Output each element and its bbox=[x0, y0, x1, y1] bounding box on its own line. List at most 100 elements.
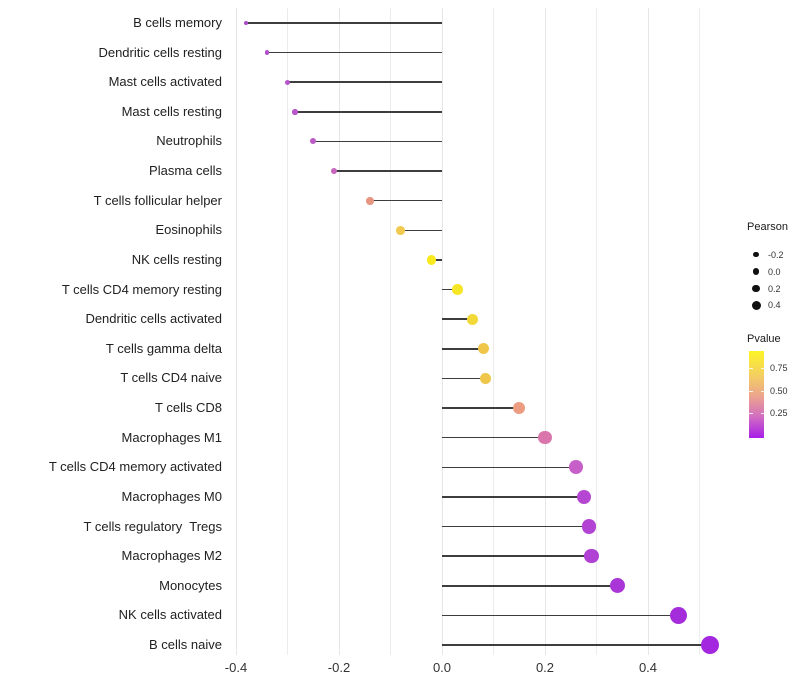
pvalue-legend-title: Pvalue bbox=[747, 333, 781, 345]
colorbar-tick bbox=[749, 368, 753, 370]
pearson-legend-dot bbox=[753, 252, 759, 258]
row-label: T cells gamma delta bbox=[105, 340, 222, 356]
row-label: Monocytes bbox=[159, 577, 222, 593]
row-label: Macrophages M2 bbox=[121, 548, 222, 564]
lollipop-dot bbox=[467, 313, 479, 325]
pearson-legend-dot bbox=[752, 268, 760, 275]
lollipop-dot bbox=[568, 460, 583, 475]
lollipop-stem bbox=[431, 259, 442, 261]
row-label: NK cells resting bbox=[131, 251, 222, 267]
lollipop-stem bbox=[333, 170, 442, 172]
x-tick-label: 0.2 bbox=[535, 660, 555, 675]
lollipop-dot bbox=[670, 606, 688, 624]
x-tick-label: -0.4 bbox=[224, 660, 248, 675]
lollipop-dot bbox=[477, 343, 489, 355]
row-label: T cells follicular helper bbox=[93, 192, 222, 208]
lollipop-dot bbox=[284, 79, 291, 85]
row-label: T cells regulatory Tregs bbox=[83, 518, 222, 534]
colorbar-label: 0.75 bbox=[770, 363, 788, 374]
lollipop-dot bbox=[366, 196, 374, 205]
colorbar-label: 0.50 bbox=[770, 385, 788, 396]
gridline bbox=[596, 8, 597, 655]
pearson-legend-label: 0.2 bbox=[768, 283, 781, 294]
lollipop-stem bbox=[369, 199, 442, 202]
row-label: Neutrophils bbox=[156, 133, 222, 149]
row-label: T cells CD4 memory activated bbox=[48, 459, 222, 475]
lollipop-stem bbox=[246, 22, 442, 24]
row-label: Eosinophils bbox=[155, 222, 223, 238]
lollipop-dot bbox=[609, 578, 625, 594]
pearson-legend-label: 0.0 bbox=[768, 266, 781, 277]
lollipop-dot bbox=[480, 372, 492, 385]
gridline bbox=[699, 8, 700, 655]
row-label: NK cells activated bbox=[118, 607, 222, 623]
lollipop-stem bbox=[442, 644, 710, 646]
colorbar-tick bbox=[760, 412, 764, 414]
lollipop-dot bbox=[581, 519, 596, 534]
row-label: T cells CD4 naive bbox=[120, 370, 222, 386]
lollipop-stem bbox=[313, 140, 442, 143]
gridline bbox=[338, 8, 340, 655]
row-label: Macrophages M1 bbox=[121, 429, 222, 445]
gridline bbox=[235, 8, 237, 655]
pearson-legend-dot bbox=[751, 300, 761, 310]
lollipop-stem bbox=[442, 466, 576, 469]
lollipop-stem bbox=[442, 318, 473, 320]
gridline bbox=[544, 8, 546, 655]
gridline bbox=[493, 8, 494, 655]
gridline bbox=[647, 8, 649, 655]
lollipop-stem bbox=[442, 407, 520, 409]
colorbar-tick bbox=[749, 390, 753, 392]
x-tick-label: -0.2 bbox=[327, 660, 351, 675]
lollipop-dot bbox=[244, 21, 249, 25]
x-tick-label: 0.4 bbox=[638, 660, 658, 675]
lollipop-dot bbox=[576, 489, 591, 504]
lollipop-stem bbox=[442, 496, 584, 498]
row-label: Plasma cells bbox=[149, 163, 222, 179]
lollipop-dot bbox=[426, 255, 437, 265]
lollipop-dot bbox=[700, 636, 719, 655]
lollipop-stem bbox=[442, 555, 592, 557]
lollipop-dot bbox=[452, 284, 463, 295]
lollipop-dot bbox=[584, 548, 599, 564]
row-label: B cells naive bbox=[149, 637, 222, 653]
lollipop-dot bbox=[538, 431, 552, 445]
row-label: Mast cells activated bbox=[108, 74, 222, 90]
pearson-legend-title: Pearson bbox=[747, 221, 788, 233]
gridline bbox=[287, 8, 288, 655]
gridline bbox=[390, 8, 391, 655]
lollipop-stem bbox=[400, 229, 442, 232]
row-label: Dendritic cells activated bbox=[85, 311, 222, 327]
lollipop-dot bbox=[292, 109, 298, 115]
colorbar-tick bbox=[760, 390, 764, 392]
lollipop-dot bbox=[264, 50, 270, 55]
lollipop-dot bbox=[330, 167, 338, 175]
pvalue-colorbar bbox=[749, 351, 764, 438]
pearson-legend-dot bbox=[752, 284, 760, 293]
lollipop-stem bbox=[442, 525, 589, 528]
lollipop-dot bbox=[396, 226, 406, 235]
lollipop-stem bbox=[266, 51, 442, 54]
row-label: Macrophages M0 bbox=[121, 488, 222, 504]
row-label: T cells CD8 bbox=[155, 400, 222, 416]
colorbar-label: 0.25 bbox=[770, 407, 788, 418]
lollipop-stem bbox=[287, 81, 442, 83]
pearson-legend-label: 0.4 bbox=[768, 300, 781, 311]
lollipop-stem bbox=[442, 614, 679, 617]
gridline bbox=[441, 8, 443, 655]
lollipop-stem bbox=[442, 585, 618, 587]
row-label: Mast cells resting bbox=[121, 103, 222, 119]
row-label: B cells memory bbox=[133, 15, 222, 30]
lollipop-stem bbox=[295, 111, 442, 113]
lollipop-stem bbox=[442, 348, 484, 350]
lollipop-dot bbox=[310, 138, 317, 145]
lollipop-stem bbox=[442, 436, 545, 439]
lollipop-dot bbox=[513, 401, 526, 415]
lollipop-stem bbox=[442, 288, 458, 291]
colorbar-tick bbox=[749, 412, 753, 414]
row-label: T cells CD4 memory resting bbox=[61, 281, 222, 297]
lollipop-stem bbox=[442, 377, 486, 380]
row-label: Dendritic cells resting bbox=[98, 44, 222, 60]
x-tick-label: 0.0 bbox=[432, 660, 452, 675]
